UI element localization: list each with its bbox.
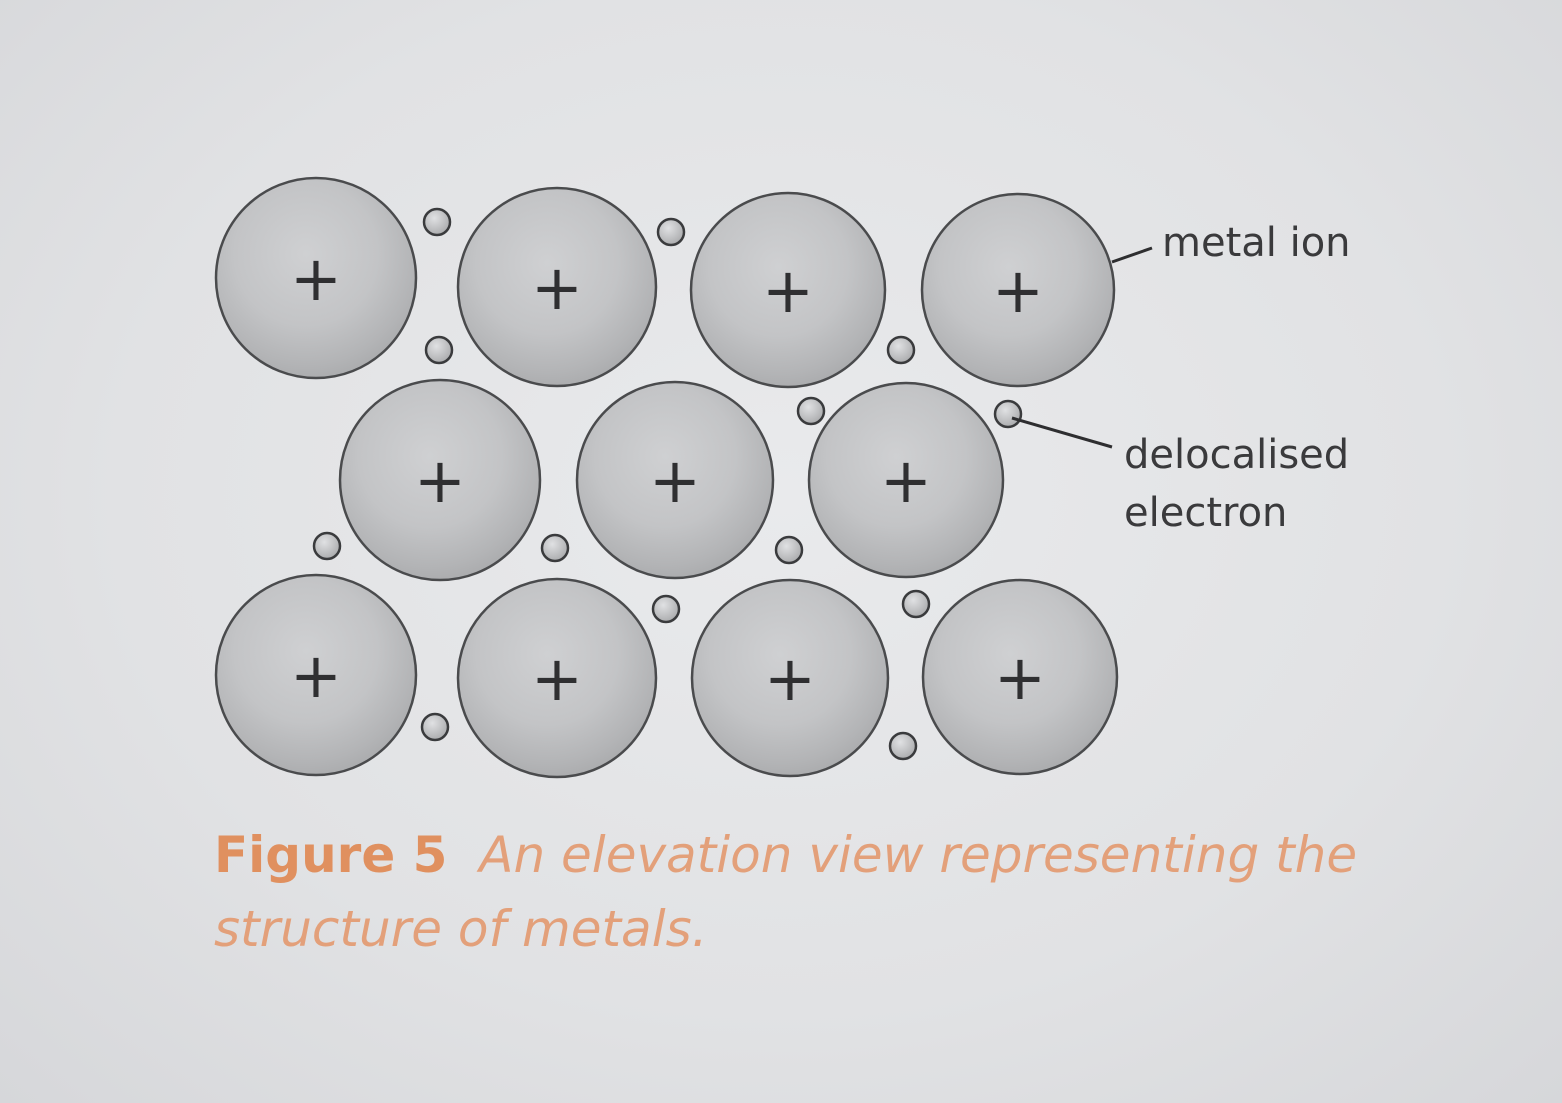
positive-charge-symbol: + xyxy=(992,254,1044,327)
metal-ion: + xyxy=(921,578,1119,776)
delocalised-electron xyxy=(656,217,686,247)
positive-charge-symbol: + xyxy=(649,444,701,517)
metal-ions-group: + + + + + + + + + + + xyxy=(214,176,1119,779)
positive-charge-symbol: + xyxy=(994,641,1046,714)
delocalised-electron xyxy=(420,712,450,742)
metal-ion: + xyxy=(456,186,658,388)
metal-ion: + xyxy=(690,578,890,778)
positive-charge-symbol: + xyxy=(764,642,816,715)
positive-charge-symbol: + xyxy=(290,242,342,315)
figure-caption-text: An elevation view representing the struc… xyxy=(214,826,1358,958)
delocalised-electron xyxy=(888,731,918,761)
metal-ion-label: metal ion xyxy=(1162,220,1351,266)
positive-charge-symbol: + xyxy=(290,639,342,712)
metal-ion: + xyxy=(456,577,658,779)
delocalised-electron xyxy=(540,533,570,563)
delocalised-electron xyxy=(312,531,342,561)
delocalised-electron xyxy=(651,594,681,624)
delocalised-electron xyxy=(796,396,826,426)
metal-ion: + xyxy=(920,192,1116,388)
figure-caption: Figure 5 An elevation view representing … xyxy=(214,818,1364,966)
metal-ion: + xyxy=(338,378,542,582)
positive-charge-symbol: + xyxy=(531,251,583,324)
metal-ion: + xyxy=(807,381,1005,579)
metal-ion: + xyxy=(575,380,775,580)
metal-ion: + xyxy=(214,573,418,777)
metal-ion-leader-line xyxy=(1111,246,1153,264)
delocalised-electrons-group xyxy=(312,207,1023,761)
positive-charge-symbol: + xyxy=(762,254,814,327)
positive-charge-symbol: + xyxy=(531,642,583,715)
delocalised-label-line2: electron xyxy=(1124,490,1287,536)
figure-number: Figure 5 xyxy=(214,826,448,884)
delocalised-electron xyxy=(886,335,916,365)
delocalised-electron xyxy=(993,399,1023,429)
delocalised-label-line1: delocalised xyxy=(1124,432,1349,478)
delocalised-electron xyxy=(901,589,931,619)
delocalised-electron xyxy=(774,535,804,565)
metal-ion: + xyxy=(689,191,887,389)
metal-ion: + xyxy=(214,176,418,380)
positive-charge-symbol: + xyxy=(880,444,932,517)
electron-leader-line xyxy=(1011,416,1113,449)
delocalised-electron xyxy=(422,207,452,237)
delocalised-electron xyxy=(424,335,454,365)
positive-charge-symbol: + xyxy=(414,444,466,517)
